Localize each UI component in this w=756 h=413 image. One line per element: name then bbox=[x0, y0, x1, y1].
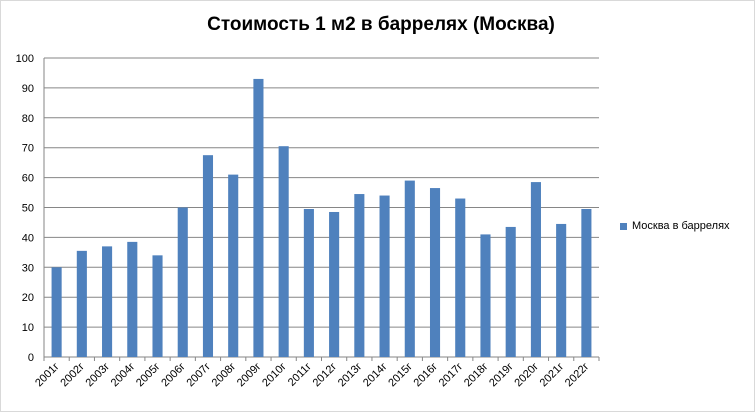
bar bbox=[177, 207, 188, 357]
bar bbox=[76, 250, 87, 357]
x-tick-label: 2008г bbox=[210, 361, 239, 390]
bar bbox=[329, 211, 340, 357]
bar bbox=[303, 208, 314, 357]
legend-swatch bbox=[620, 222, 627, 230]
y-tick-label: 90 bbox=[22, 83, 34, 95]
bar bbox=[556, 223, 567, 357]
x-tick-label: 2002г bbox=[58, 361, 87, 390]
x-tick-label: 2018г bbox=[462, 361, 491, 390]
bar bbox=[505, 226, 516, 357]
y-tick-label: 20 bbox=[22, 292, 34, 304]
bar bbox=[530, 182, 541, 357]
bar bbox=[455, 198, 466, 357]
bar bbox=[278, 146, 289, 357]
legend: Москва в баррелях bbox=[620, 220, 730, 232]
x-tick-label: 2003г bbox=[84, 361, 113, 390]
chart-title-text: Стоимость 1 м2 в баррелях (Москва) bbox=[207, 14, 555, 35]
x-tick-label: 2022г bbox=[563, 361, 592, 390]
x-tick-label: 2010г bbox=[260, 361, 289, 390]
x-tick-label: 2017г bbox=[437, 361, 466, 390]
x-tick-label: 2004г bbox=[109, 361, 138, 390]
y-tick-label: 70 bbox=[22, 143, 34, 155]
bar bbox=[404, 180, 415, 357]
bar bbox=[379, 195, 390, 357]
x-tick-label: 2007г bbox=[184, 361, 213, 390]
x-tick-label: 2005г bbox=[134, 361, 163, 390]
x-tick-label: 2012г bbox=[311, 361, 340, 390]
bar bbox=[480, 234, 491, 357]
bar bbox=[429, 188, 441, 357]
x-tick-label: 2001г bbox=[33, 361, 62, 390]
y-tick-label: 40 bbox=[22, 232, 34, 244]
x-tick-label: 2006г bbox=[159, 361, 188, 390]
bar bbox=[102, 246, 113, 357]
bar bbox=[581, 208, 592, 357]
y-tick-label: 50 bbox=[22, 203, 34, 215]
x-tick-label: 2013г bbox=[336, 361, 365, 390]
x-tick-label: 2020г bbox=[512, 361, 541, 390]
x-tick-label: 2021г bbox=[538, 361, 567, 390]
bar bbox=[152, 255, 163, 357]
x-tick-label: 2011г bbox=[286, 361, 314, 389]
y-tick-label: 10 bbox=[22, 322, 34, 334]
bar bbox=[253, 78, 264, 358]
bar bbox=[202, 155, 214, 357]
bar bbox=[127, 241, 138, 357]
y-tick-label: 0 bbox=[28, 352, 34, 364]
x-tick-label: 2019г bbox=[487, 361, 516, 390]
y-tick-label: 60 bbox=[22, 173, 34, 185]
x-tick-label: 2014г bbox=[361, 361, 390, 390]
bar bbox=[51, 267, 62, 357]
y-tick-label: 100 bbox=[16, 53, 34, 65]
x-tick-label: 2009г bbox=[235, 361, 264, 390]
x-tick-label: 2016г bbox=[412, 361, 441, 390]
bar bbox=[228, 174, 239, 357]
y-tick-label: 80 bbox=[22, 113, 34, 125]
y-tick-label: 30 bbox=[22, 262, 34, 274]
x-tick-label: 2015г bbox=[386, 361, 415, 390]
legend-label: Москва в баррелях bbox=[632, 220, 730, 232]
chart-title: Стоимость 1 м2 в баррелях (Москва) bbox=[0, 14, 756, 36]
bar bbox=[354, 194, 365, 357]
